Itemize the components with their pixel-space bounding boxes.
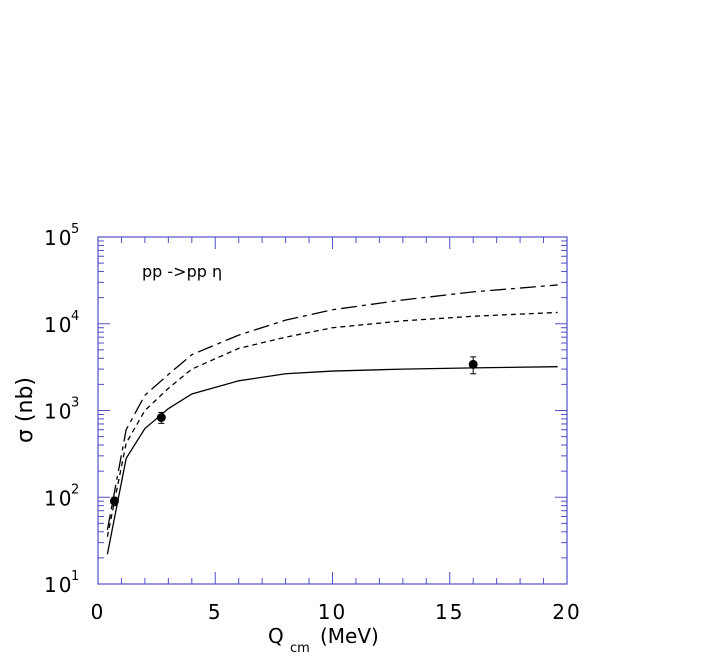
y-tick-exponent: 5: [71, 222, 79, 237]
curve: [106, 311, 558, 537]
curve: [106, 284, 558, 531]
y-tick-exponent: 1: [71, 569, 79, 584]
y-tick-label: 10: [44, 226, 73, 250]
x-tick-label: 20: [552, 600, 581, 624]
y-tick-exponent: 3: [71, 396, 79, 411]
data-point: [468, 359, 478, 369]
y-tick-label: 10: [44, 573, 73, 597]
y-tick-exponent: 2: [71, 482, 79, 497]
annotation: pp ->pp η: [142, 262, 222, 281]
x-tick-label: 10: [318, 600, 347, 624]
y-tick-label: 10: [44, 400, 73, 424]
plot-frame: [97, 236, 568, 585]
data-point: [109, 496, 119, 506]
x-axis-label: Q: [268, 624, 284, 648]
curve: [106, 366, 558, 555]
data-point: [156, 413, 166, 423]
x-axis-label-unit: (MeV): [320, 624, 379, 648]
y-tick-exponent: 4: [71, 309, 79, 324]
x-tick-label: 15: [435, 600, 464, 624]
x-tick-label: 5: [208, 600, 223, 624]
y-tick-label: 10: [44, 313, 73, 337]
x-axis-label-subscript: cm: [290, 641, 310, 656]
x-tick-label: 0: [91, 600, 106, 624]
y-tick-label: 10: [44, 486, 73, 510]
y-axis-label: σ (nb): [13, 377, 38, 443]
